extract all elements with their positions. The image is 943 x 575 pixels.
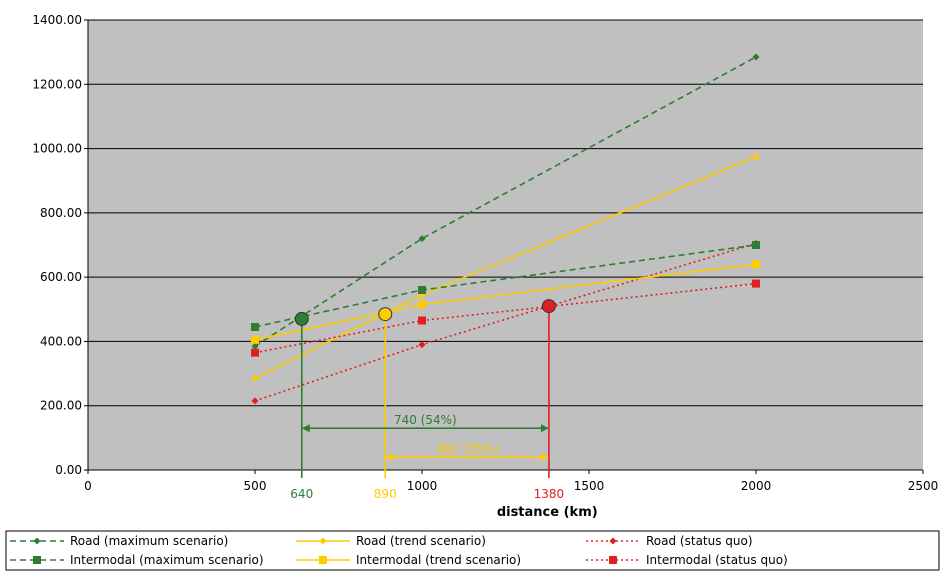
arrow-head <box>301 424 310 433</box>
data-point <box>251 374 259 382</box>
y-tick-label: 800.00 <box>40 206 82 220</box>
y-tick-label: 400.00 <box>40 334 82 348</box>
y-tick-label: 200.00 <box>40 399 82 413</box>
data-point <box>251 397 259 405</box>
data-point <box>418 300 426 309</box>
legend-swatch-marker <box>609 537 617 545</box>
gridlines <box>88 19 923 407</box>
legend-label: Intermodal (trend scenario) <box>356 553 521 567</box>
x-tick-label: 2500 <box>908 479 939 493</box>
legend-swatch-marker <box>319 556 327 564</box>
series-markers <box>251 53 760 405</box>
legend-label: Road (trend scenario) <box>356 534 486 548</box>
y-tick-label: 1000.00 <box>32 142 82 156</box>
x-tick-label: 1000 <box>407 479 438 493</box>
data-point <box>418 286 426 294</box>
distance-arrow-label: 740 (54%) <box>394 413 457 427</box>
data-point <box>251 322 259 331</box>
x-tick-label: 500 <box>244 479 267 493</box>
series-line-0 <box>254 56 757 347</box>
legend: Road (maximum scenario) Road (trend scena… <box>5 530 940 571</box>
annotations: 640 890 1380 740 (54%) 482 (35%) <box>290 299 565 501</box>
legend-label: Road (status quo) <box>646 534 753 548</box>
legend-box <box>5 530 940 571</box>
arrow-head <box>540 424 549 433</box>
x-tick-label: 1500 <box>574 479 605 493</box>
y-tick-label: 600.00 <box>40 270 82 284</box>
y-tick-label: 0.00 <box>55 463 82 477</box>
data-point <box>752 153 760 161</box>
data-point <box>251 342 259 350</box>
data-point <box>752 53 760 61</box>
arrow-head <box>540 453 549 462</box>
legend-swatch-marker <box>319 537 327 545</box>
y-tick-label: 1400.00 <box>32 13 82 27</box>
intersection-point <box>294 311 309 326</box>
legend-swatch-marker <box>33 537 41 545</box>
data-point <box>251 348 259 357</box>
data-point <box>752 241 760 249</box>
legend-label: Road (maximum scenario) <box>70 534 228 548</box>
data-point <box>418 316 426 325</box>
intersection-label: 640 <box>290 487 313 501</box>
data-point <box>418 341 426 349</box>
intersection-point <box>378 307 393 322</box>
x-tick-label: 0 <box>84 479 92 493</box>
intersection-point <box>541 299 556 314</box>
intersection-label: 1380 <box>534 487 565 501</box>
distance-arrow-label: 482 (35%) <box>436 442 499 456</box>
legend-swatch-marker <box>609 556 617 564</box>
axes: 0.00 200.00 400.00 600.00 800.00 1000.00 1200.… <box>32 13 938 520</box>
data-point <box>251 335 259 344</box>
legend-swatch-marker <box>33 556 41 564</box>
x-tick-label: 2000 <box>741 479 772 493</box>
x-axis-title: distance (km) <box>497 505 598 520</box>
arrow-head <box>385 453 394 462</box>
legend-label: Intermodal (status quo) <box>646 553 788 567</box>
plot-area <box>88 20 923 470</box>
y-tick-label: 1200.00 <box>32 77 82 91</box>
data-point <box>752 279 760 288</box>
data-point <box>752 260 760 269</box>
intersection-label: 890 <box>374 487 397 501</box>
legend-label: Intermodal (maximum scenario) <box>70 553 264 567</box>
data-point <box>418 235 426 243</box>
